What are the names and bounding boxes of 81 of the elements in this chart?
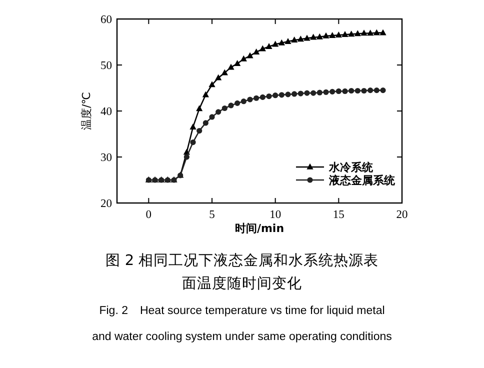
point [316,33,323,40]
point [259,45,266,52]
point [316,90,322,96]
point [284,38,292,44]
point [209,114,215,120]
point [291,36,298,43]
point [330,88,336,94]
point [310,34,317,40]
point [367,30,374,36]
point [190,124,196,130]
point [240,55,247,62]
point [285,92,291,98]
point [374,88,380,94]
point [348,88,354,94]
point [222,105,228,112]
point [202,120,208,126]
point [260,94,266,100]
x-tick-label: 0 [146,209,152,221]
point [335,32,342,38]
point [348,30,355,37]
point [184,154,190,160]
legend-label: 水冷系统 [328,161,374,174]
legend-label: 液态金属系统 [328,174,396,187]
point [304,34,310,41]
point [190,139,196,146]
point [228,102,234,108]
point [342,88,348,94]
point [196,128,202,134]
y-tick-label: 30 [100,152,112,164]
point [254,95,260,101]
y-tick-label: 20 [100,198,112,210]
point [360,30,368,36]
point [380,88,386,94]
point [208,81,216,88]
caption: Fig. 2 Heat source temperature vs time for liquid metal [99,305,385,317]
text: and water cooling system under same operating conditions [92,331,392,343]
point [247,96,253,102]
point [272,40,279,47]
x-tick-label: 20 [396,209,408,221]
x-tick-label: 10 [270,209,282,221]
point [368,88,374,94]
point [380,29,386,36]
point [253,48,260,55]
x-tick-label: 15 [332,209,345,221]
point [221,69,228,76]
point [228,64,234,70]
point [354,30,361,36]
point [342,31,348,38]
point [329,32,336,38]
x-tick-label: 5 [209,209,216,221]
point [354,88,360,94]
x-axis-title: 时间/min [234,222,284,235]
point [278,92,284,98]
point [215,74,222,80]
text: 面温度随时间变化 [182,275,302,292]
point [234,60,241,66]
point [278,39,285,46]
y-tick-label: 50 [100,60,112,72]
point [234,100,240,106]
y-tick-label: 40 [100,106,112,118]
point [297,36,304,42]
point [292,91,298,97]
point [196,105,203,112]
point [373,29,380,36]
point [202,91,209,98]
caption: 图 2 相同工况下液态金属和水系统热源表 [105,252,379,269]
point [323,89,329,95]
point [240,98,246,104]
point [310,90,316,96]
point [266,93,272,100]
y-axis-title: 温度/℃ [80,92,93,130]
point [304,90,310,96]
point [361,88,367,94]
point [336,88,342,94]
point [266,43,272,49]
point [322,32,330,38]
point [246,52,254,58]
point [272,92,278,98]
point [298,90,304,96]
point [216,109,222,115]
y-tick-label: 60 [100,14,112,26]
